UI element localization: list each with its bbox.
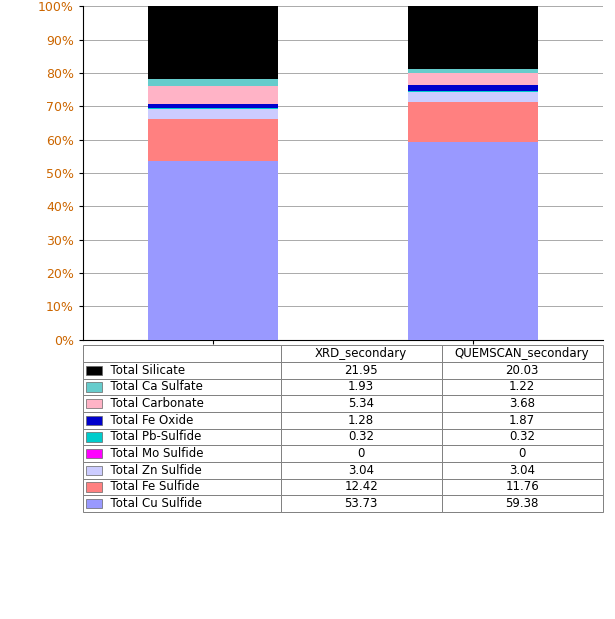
Bar bbox=[148, 160, 278, 340]
Bar bbox=[408, 92, 538, 103]
Bar bbox=[148, 109, 278, 119]
Bar bbox=[148, 79, 278, 86]
Bar bbox=[408, 142, 538, 340]
Bar bbox=[148, 119, 278, 160]
Bar bbox=[408, 73, 538, 85]
Bar bbox=[148, 6, 278, 79]
Bar bbox=[408, 2, 538, 69]
Bar bbox=[408, 103, 538, 142]
Bar bbox=[408, 85, 538, 91]
Bar bbox=[148, 86, 278, 103]
Bar bbox=[408, 91, 538, 92]
Bar bbox=[148, 103, 278, 108]
Bar bbox=[408, 69, 538, 73]
Bar bbox=[148, 108, 278, 109]
